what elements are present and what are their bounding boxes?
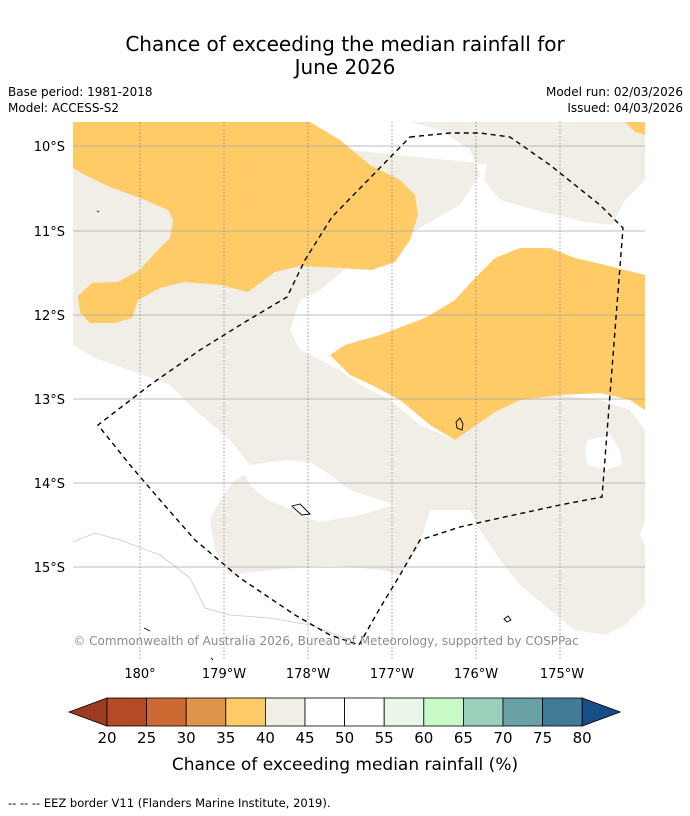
island-outline <box>455 417 464 431</box>
lat-label: 11°S <box>34 225 65 240</box>
lon-label: 179°W <box>202 667 246 682</box>
colorbar-swatch <box>106 697 147 727</box>
lon-label: 178°W <box>286 667 330 682</box>
dry-region-east <box>330 248 645 440</box>
colorbar-tick-label: 75 <box>533 729 552 747</box>
chart-title-line1: Chance of exceeding the median rainfall … <box>125 32 565 56</box>
colorbar-swatch <box>542 697 583 727</box>
colorbar-swatch <box>185 697 227 727</box>
colorbar-swatch <box>383 697 425 727</box>
colorbar-legend: 20 25 30 35 40 45 50 55 60 65 70 75 80 Chance of exc… <box>67 697 622 775</box>
lon-label: 176°W <box>454 667 498 682</box>
lon-label: 177°W <box>370 667 414 682</box>
model-name: Model: ACCESS-S2 <box>8 101 120 115</box>
colorbar-tick-label: 20 <box>97 729 116 747</box>
lat-label: 13°S <box>34 393 65 408</box>
model-run: Model run: 02/03/2026 <box>545 85 683 99</box>
colorbar-tick-label: 60 <box>414 729 433 747</box>
colorbar-tick-label: 35 <box>216 729 235 747</box>
legend-swatches <box>67 697 622 727</box>
contour-line <box>73 532 351 641</box>
issued-date: Issued: 04/03/2026 <box>567 101 683 115</box>
lon-label: 180° <box>124 667 155 682</box>
white-patch <box>585 435 622 470</box>
eez-border <box>97 132 624 646</box>
base-period: Base period: 1981-2018 <box>8 85 153 99</box>
colorbar-swatch <box>304 697 345 727</box>
meridian-lines <box>139 122 561 660</box>
dry-region-west <box>73 122 418 323</box>
colorbar-swatch <box>344 697 385 727</box>
colorbar-swatch <box>462 697 504 727</box>
colorbar-arrow-high <box>581 697 622 727</box>
dry-region-northeast <box>625 122 645 135</box>
lat-label: 10°S <box>34 140 65 155</box>
colorbar-swatch <box>264 697 306 727</box>
colorbar-tick-label: 80 <box>573 729 592 747</box>
colorbar-label: Chance of exceeding median rainfall (%) <box>172 755 518 775</box>
colorbar-swatch <box>502 697 543 727</box>
lon-label: 175°W <box>540 667 584 682</box>
colorbar-tick-label: 65 <box>454 729 473 747</box>
colorbar-swatch <box>423 697 464 727</box>
lat-label: 12°S <box>34 309 65 324</box>
gridlines <box>73 145 645 568</box>
colorbar-tick-label: 55 <box>375 729 394 747</box>
colorbar-arrow-low <box>67 697 108 727</box>
island-outline <box>96 210 100 213</box>
eez-footnote: -- -- -- EEZ border V11 (Flanders Marine… <box>8 796 331 810</box>
colorbar-tick-label: 30 <box>177 729 196 747</box>
colorbar-tick-label: 70 <box>493 729 512 747</box>
colorbar-tick-label: 45 <box>295 729 314 747</box>
colorbar-tick-label: 25 <box>137 729 156 747</box>
colorbar-tick-label: 40 <box>256 729 275 747</box>
lat-label: 14°S <box>34 477 65 492</box>
chart-title-line2: June 2026 <box>294 55 396 79</box>
lat-label: 15°S <box>34 561 65 576</box>
colorbar-tick-label: 50 <box>335 729 354 747</box>
island-outline <box>503 615 512 623</box>
copyright-text: © Commonwealth of Australia 2026, Bureau… <box>73 634 578 648</box>
island-outline <box>210 657 214 660</box>
colorbar-swatch <box>225 697 266 727</box>
island-outline <box>143 627 151 632</box>
rainfall-map: © Commonwealth of Australia 2026, Bureau… <box>34 122 645 682</box>
island-outline <box>291 503 311 516</box>
colorbar-swatch <box>146 697 187 727</box>
